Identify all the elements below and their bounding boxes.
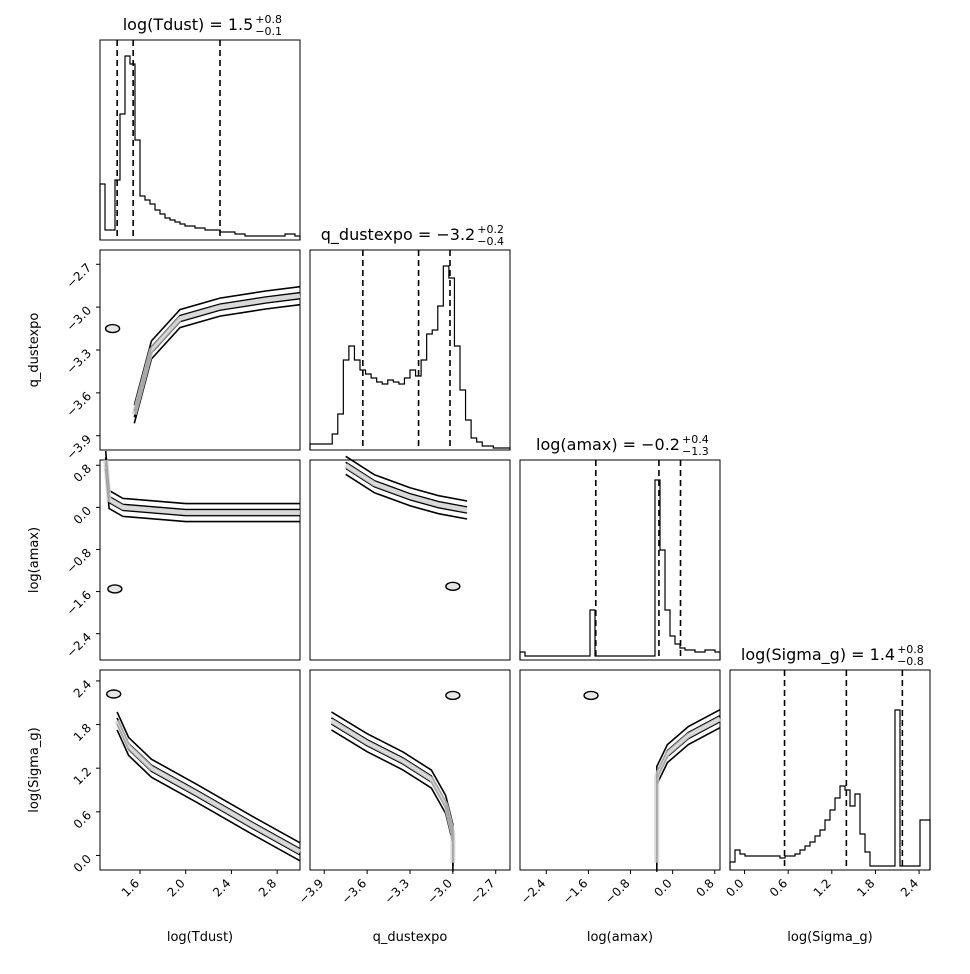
title-sup-amax: +0.4 — [682, 433, 709, 446]
panel-title-amax: log(amax) = −0.2 — [536, 435, 680, 454]
title-base-q: q_dustexpo = −3.2 — [321, 225, 475, 245]
title-base-Tdust: log(Tdust) = 1.5 — [123, 15, 254, 34]
ytick-label-sigma-4: 2.4 — [71, 677, 94, 700]
xtick-label-Tdust-2: 2.4 — [210, 876, 233, 899]
title-sub-q: −0.4 — [477, 235, 504, 248]
axes-frame-2-0 — [99, 459, 301, 661]
contour-blob-3-2-0 — [583, 690, 599, 701]
ylabel-sigma: log(Sigma_g) — [27, 727, 42, 812]
xtick-label-Tdust-0: 1.6 — [119, 876, 142, 899]
xlabel-sigma: log(Sigma_g) — [787, 930, 872, 945]
contour-2-1-0 — [345, 455, 468, 502]
contour-3-0-0 — [116, 711, 301, 844]
xtick-label-sigma-0: 0.0 — [723, 876, 746, 899]
contour-1-0-3 — [133, 303, 301, 424]
ytick-label-q-3: −3.0 — [64, 303, 95, 334]
ytick-label-q-1: −3.6 — [64, 389, 95, 420]
density-core-3-0 — [114, 719, 302, 854]
contour-blob-1-0-0 — [104, 323, 121, 334]
title-sup-q: +0.2 — [477, 223, 504, 236]
title-base-amax: log(amax) = −0.2 — [536, 435, 680, 454]
axes-frame-3-0 — [99, 669, 301, 871]
ytick-label-sigma-3: 1.8 — [71, 721, 94, 744]
ytick-label-sigma-2: 1.2 — [71, 764, 94, 787]
title-sub-amax: −1.3 — [682, 445, 709, 458]
xtick-label-amax-3: 0.0 — [651, 876, 674, 899]
xtick-label-amax-1: −1.6 — [560, 876, 591, 907]
contour-3-0-1 — [116, 717, 301, 850]
density-core-3-1 — [330, 718, 456, 863]
histogram-amax — [519, 479, 721, 660]
contour-3-2-0 — [656, 708, 721, 854]
xtick-label-sigma-4: 2.4 — [898, 876, 921, 899]
xtick-label-sigma-2: 1.2 — [811, 876, 834, 899]
ytick-label-amax-4: 0.8 — [71, 461, 94, 484]
ylabel-amax: log(amax) — [27, 527, 42, 593]
xtick-label-amax-0: −2.4 — [518, 876, 549, 907]
xtick-label-sigma-1: 0.6 — [767, 876, 790, 899]
contour-2-1-1 — [345, 461, 468, 508]
ytick-label-sigma-0: 0.0 — [71, 852, 94, 875]
xtick-label-q-4: −2.7 — [467, 876, 498, 907]
xtick-label-sigma-3: 1.8 — [854, 876, 877, 899]
xtick-label-q-1: −3.6 — [339, 876, 370, 907]
xlabel-Tdust: log(Tdust) — [167, 930, 233, 945]
ytick-label-q-2: −3.3 — [64, 346, 95, 377]
contour-3-2-2 — [656, 720, 721, 866]
axes-frame-2-1 — [309, 459, 511, 661]
title-sub-sigma: −0.8 — [897, 655, 924, 668]
contour-blob-3-0-0 — [106, 689, 122, 699]
ytick-label-amax-2: −0.8 — [64, 546, 95, 577]
xlabel-q: q_dustexpo — [373, 930, 448, 945]
xtick-label-q-3: −3.0 — [424, 876, 455, 907]
xtick-label-amax-4: 0.8 — [693, 876, 716, 899]
contour-3-0-3 — [116, 729, 301, 862]
xtick-label-q-2: −3.3 — [382, 876, 413, 907]
xtick-label-q-0: −3.9 — [296, 876, 327, 907]
title-sup-Tdust: +0.8 — [255, 13, 282, 26]
histogram-Tdust — [99, 55, 301, 240]
title-base-sigma: log(Sigma_g) = 1.4 — [741, 645, 895, 665]
density-core-1-0 — [131, 293, 301, 415]
contour-blob-2-1-0 — [445, 581, 461, 592]
xtick-label-amax-2: −0.8 — [602, 876, 633, 907]
xtick-label-Tdust-3: 2.8 — [256, 876, 279, 899]
title-sub-Tdust: −0.1 — [255, 25, 282, 38]
panel-title-Tdust: log(Tdust) = 1.5 — [123, 15, 254, 34]
density-core-3-2 — [654, 716, 722, 863]
contour-2-1-2 — [345, 467, 468, 514]
ytick-label-amax-3: 0.0 — [71, 504, 94, 527]
histogram-q — [309, 265, 511, 450]
contour-3-1-3 — [330, 729, 454, 872]
panel-title-sigma: log(Sigma_g) = 1.4 — [741, 645, 895, 665]
axes-frame-0-0 — [99, 39, 301, 241]
panel-title-q: q_dustexpo = −3.2 — [321, 225, 475, 245]
contour-2-0-0 — [104, 450, 300, 505]
xtick-label-Tdust-1: 2.0 — [164, 876, 187, 899]
axes-frame-2-2 — [519, 459, 721, 661]
histogram-sigma — [729, 709, 931, 870]
axes-frame-1-1 — [309, 249, 511, 451]
ytick-label-amax-1: −1.6 — [64, 588, 95, 619]
ylabel-q: q_dustexpo — [27, 313, 42, 388]
contour-2-0-1 — [104, 456, 300, 511]
ytick-label-q-4: −2.7 — [64, 261, 95, 292]
title-sup-sigma: +0.8 — [897, 643, 924, 656]
axes-frame-3-1 — [309, 669, 511, 871]
ytick-label-q-0: −3.9 — [64, 432, 95, 463]
ytick-label-amax-0: −2.4 — [64, 630, 95, 661]
xlabel-amax: log(amax) — [587, 930, 653, 945]
ytick-label-sigma-1: 0.6 — [71, 808, 94, 831]
axes-frame-1-0 — [99, 249, 301, 451]
density-core-2-0 — [103, 459, 300, 516]
contour-3-2-3 — [656, 726, 721, 872]
contour-2-1-3 — [345, 473, 468, 520]
axes-frame-3-2 — [519, 669, 721, 871]
contour-blob-2-0-0 — [107, 584, 123, 594]
axes-frame-3-3 — [729, 669, 931, 871]
contour-blob-3-1-0 — [445, 690, 461, 701]
density-core-2-1 — [344, 463, 468, 513]
